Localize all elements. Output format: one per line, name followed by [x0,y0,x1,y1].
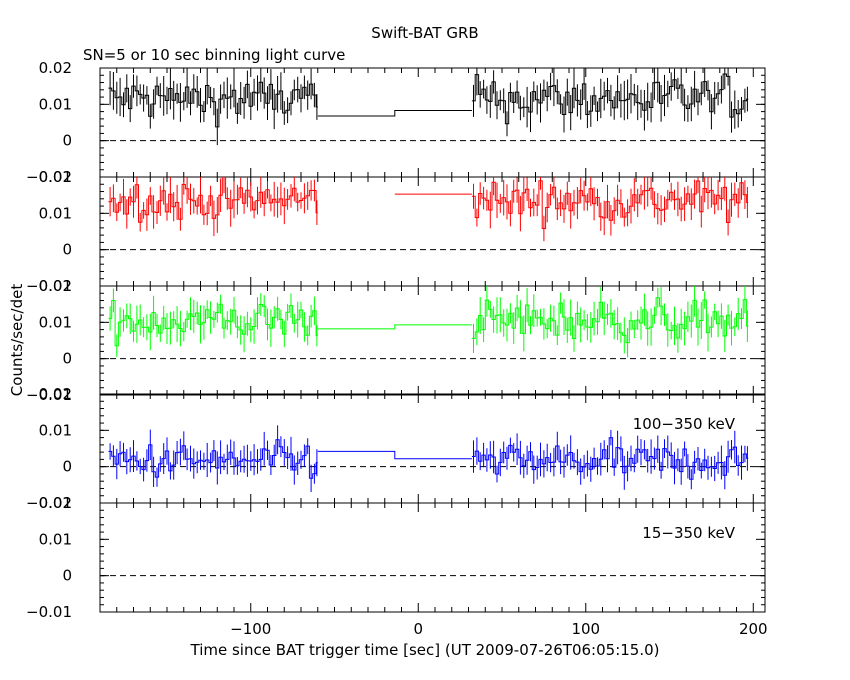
x-axis-label: Time since BAT trigger time [sec] (UT 20… [190,641,660,659]
series-error-bars [473,177,748,242]
y-tick-label: 0.01 [39,313,72,331]
panel-frame [99,67,766,178]
y-tick-label: −0.01 [26,386,72,404]
y-tick-label: 0 [62,350,72,368]
y-tick-label: 0.02 [39,277,72,295]
gap-steps [317,324,472,330]
y-tick-label: 0 [62,567,72,585]
y-tick-label: −0.01 [26,168,72,186]
y-tick-label: 0.01 [39,95,72,113]
chart-subtitle: SN=5 or 10 sec binning light curve [83,46,345,64]
y-tick-label: 0.01 [39,421,72,439]
y-tick-label: 0 [62,458,72,476]
y-tick-label: 0 [62,132,72,150]
panel-100-350-kev: −0.01 0 0.01 0.02 100−350 keV [26,385,766,512]
x-tick-label: −100 [230,620,271,638]
series-label: 15−350 keV [642,524,735,542]
y-tick-label: 0.02 [39,168,72,186]
panel-50-100-kev: −0.01 0 0.01 0.02 [26,277,766,404]
x-tick-label: 200 [739,620,768,638]
panels-group: −0.0100.010.02−0.0100.010.02−0.0100.010.… [26,59,768,638]
x-tick-label: 100 [571,620,600,638]
panel-15-350-kev: −0.01 0 0.01 0.02 −100 0 100 200 15−350 keV [26,494,768,638]
y-tick-label: 0.01 [39,204,72,222]
series-label: 100−350 keV [633,415,736,433]
series-50-100-kev [108,286,749,358]
y-tick-label: 0 [62,241,72,259]
gap-steps [317,110,472,117]
series-25-50-kev [108,177,749,242]
y-tick-label: −0.01 [26,603,72,621]
series-100-350-kev [108,425,749,492]
series-error-bars [109,68,318,146]
y-axis-label: Counts/sec/det [8,284,26,397]
panel-25-50-kev: −0.01 0 0.01 0.02 [26,168,766,295]
y-tick-label: −0.01 [26,494,72,512]
series-error-bars [109,177,318,237]
y-tick-label: −0.01 [26,277,72,295]
y-tick-label: 0.01 [39,530,72,548]
series-error-bars [473,430,748,490]
series-error-bars [109,288,318,358]
series-error-bars [473,68,748,137]
panel-frame [99,285,766,396]
gap-steps [317,450,472,460]
series-error-bars [109,425,318,492]
panel-15-25-kev: −0.01 0 0.01 0.02 [26,59,766,186]
chart-title: Swift-BAT GRB [371,24,478,42]
y-tick-label: 0.02 [39,385,72,403]
panel-frame [99,176,766,287]
y-tick-label: 0.02 [39,59,72,77]
series-error-bars [473,286,748,358]
y-tick-label: 0.02 [39,494,72,512]
series-15-25-kev [108,68,749,146]
x-tick-label: 0 [413,620,423,638]
panel-frame [99,502,766,613]
